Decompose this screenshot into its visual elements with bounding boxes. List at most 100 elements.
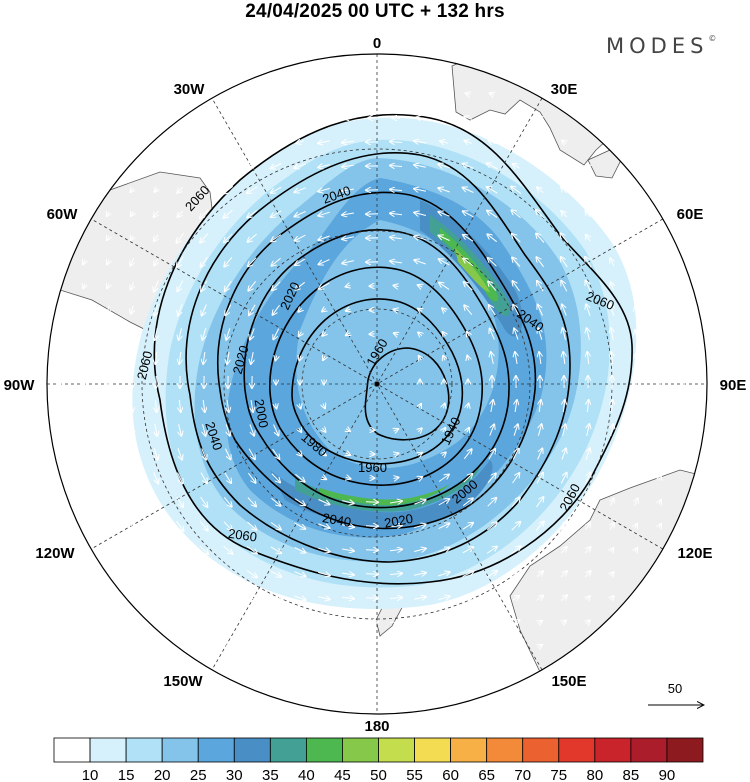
wind-vector: [660, 402, 661, 411]
wind-vector: [390, 189, 403, 190]
map-boundary: [46, 53, 708, 715]
wind-vector: [294, 571, 305, 577]
wind-vector: [107, 305, 109, 314]
contour-label: 2060: [227, 526, 258, 545]
wind-vector: [514, 669, 518, 671]
wind-vector: [586, 164, 590, 167]
wind-vector: [443, 356, 445, 361]
wind-vector: [341, 621, 354, 622]
wind-vector: [391, 646, 400, 647]
wind-vector: [438, 212, 450, 217]
wind-vector: [319, 282, 330, 289]
wind-vector: [467, 356, 468, 361]
wind-vector: [154, 234, 158, 242]
wind-vector: [200, 596, 207, 601]
wind-vector: [462, 596, 474, 601]
colorbar-box: [666, 737, 704, 763]
lon-label-180: 180: [364, 718, 389, 735]
wind-vector: [322, 309, 326, 312]
colorbar-tick-label: 20: [154, 767, 171, 782]
wind-vector: [414, 260, 426, 264]
wind-vector: [511, 210, 521, 219]
contour-2020: [217, 191, 537, 530]
pole-marker: [374, 381, 380, 387]
reference-vector: 50: [648, 681, 704, 705]
colorbar-tick-label: 40: [298, 767, 315, 782]
wind-vector: [346, 309, 351, 311]
wind-vector: [394, 453, 399, 454]
wind-vector: [610, 304, 614, 316]
wind-vector: [561, 281, 568, 292]
wind-vector: [270, 594, 282, 600]
wind-vector: [394, 429, 399, 431]
wind-vector: [416, 645, 424, 646]
wind-vector: [418, 309, 422, 312]
madagascar-land: [587, 149, 623, 179]
wind-vector: [514, 424, 518, 436]
wind-vector: [318, 165, 330, 168]
wind-vector: [513, 281, 520, 292]
wind-vector: [659, 524, 661, 528]
wind-vector: [84, 428, 85, 433]
wind-vector: [611, 424, 613, 436]
wind-vector: [438, 596, 449, 600]
wind-vector: [154, 258, 158, 266]
wind-vector: [249, 304, 256, 315]
wind-vector: [199, 545, 208, 555]
wind-vector: [413, 573, 426, 576]
wind-vector: [322, 332, 325, 336]
wind-vector: [249, 424, 254, 435]
wind-vector: [586, 448, 590, 460]
wind-vector: [563, 328, 566, 340]
wind-vector: [511, 546, 520, 555]
wind-vector: [247, 233, 257, 242]
wind-vector: [489, 424, 494, 436]
colorbar-box: [269, 737, 307, 763]
wind-vector: [272, 281, 281, 291]
wind-vector: [418, 94, 423, 95]
wind-vector: [659, 236, 661, 240]
wind-vector: [132, 399, 133, 412]
wind-vector: [439, 645, 448, 647]
colorbar-box: [414, 737, 452, 763]
colorbar-tick-label: 55: [406, 767, 423, 782]
wind-vector: [390, 166, 403, 167]
wind-vector: [247, 186, 258, 193]
wind-vector: [227, 352, 229, 364]
wind-vector: [226, 117, 230, 119]
wind-vector: [438, 475, 449, 482]
wind-vector: [611, 328, 613, 340]
wind-vector: [223, 521, 232, 531]
wind-vector: [342, 597, 354, 599]
colorbar-tick-label: 15: [118, 767, 135, 782]
wind-vector: [107, 236, 109, 240]
wind-vector: [224, 596, 232, 601]
wind-vector: [295, 234, 306, 241]
wind-vector: [538, 117, 542, 120]
wind-vector: [318, 597, 330, 600]
wind-vector: [491, 352, 494, 365]
wind-vector: [635, 450, 637, 459]
wind-vector: [224, 209, 233, 218]
wind-vector: [178, 164, 182, 167]
contour-label: 2060: [134, 349, 156, 381]
wind-vector: [464, 645, 472, 648]
wind-vector: [107, 426, 108, 434]
wind-vector: [247, 472, 255, 483]
wind-vector: [560, 473, 566, 484]
wind-vector: [463, 449, 471, 460]
wind-vector: [250, 328, 255, 339]
wind-vector: [442, 694, 447, 695]
wind-vector: [563, 400, 564, 413]
wind-vector: [83, 476, 85, 481]
wind-vector: [515, 400, 517, 412]
wind-vector: [442, 93, 447, 94]
wind-vector: [131, 212, 134, 216]
wind-vector: [488, 140, 496, 143]
wind-vector: [659, 452, 660, 457]
wind-vector: [153, 472, 159, 484]
wind-vector: [611, 212, 614, 216]
wind-vector: [318, 523, 329, 528]
wind-vector: [562, 621, 566, 624]
wind-vector: [299, 356, 301, 361]
